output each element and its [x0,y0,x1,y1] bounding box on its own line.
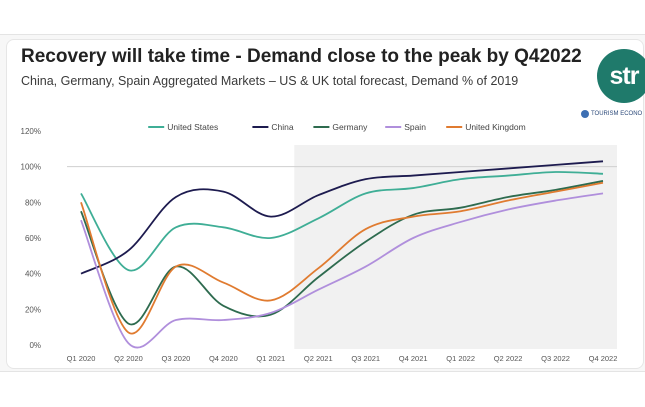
page-title: Recovery will take time - Demand close t… [21,46,582,67]
tourism-economics-label: TOURISM ECONO [591,111,643,117]
x-tick-label: Q2 2022 [494,354,523,363]
y-tick-label: 20% [25,305,41,314]
x-tick-label: Q3 2021 [351,354,380,363]
x-tick-label: Q4 2021 [399,354,428,363]
line-chart: 0% 20% 40% 60% 80% 100% 120% Q1 2020 Q2 2020 Q3 2… [21,122,618,363]
x-tick-label: Q1 2020 [67,354,96,363]
series-line-united-kingdom [80,181,604,335]
page-subtitle: China, Germany, Spain Aggregated Markets… [21,74,519,88]
x-tick-label: Q4 2020 [209,354,238,363]
x-tick-label: Q3 2022 [541,354,570,363]
series-line-germany [80,180,604,326]
legend-label-united-kingdom: United Kingdom [465,122,525,132]
y-tick-label: 40% [25,270,41,279]
x-tick-label: Q1 2021 [256,354,285,363]
legend-label-united-states: United States [167,122,218,132]
x-tick-label: Q1 2022 [446,354,475,363]
x-tick-label: Q3 2020 [162,354,191,363]
y-tick-label: 100% [21,163,41,172]
slide-card: Recovery will take time - Demand close t… [6,39,645,369]
x-tick-label: Q4 2022 [589,354,618,363]
legend-label-germany: Germany [332,122,368,132]
legend-label-china: China [271,122,293,132]
str-logo: str [597,49,645,103]
legend: United States China Germany Spain United Kin… [148,122,526,132]
slide: Recovery will take time - Demand close t… [0,34,645,372]
y-tick-label: 60% [25,234,41,243]
series-line-spain [80,192,604,349]
x-tick-label: Q2 2021 [304,354,333,363]
y-tick-label: 0% [29,341,41,350]
x-tick-label: Q2 2020 [114,354,143,363]
globe-icon [581,110,589,118]
series-line-china [80,160,604,275]
series-line-united-states [80,171,604,272]
tourism-economics-logo: TOURISM ECONO [581,110,642,118]
legend-label-spain: Spain [404,122,426,132]
y-tick-label: 80% [25,198,41,207]
y-tick-label: 120% [21,127,41,136]
